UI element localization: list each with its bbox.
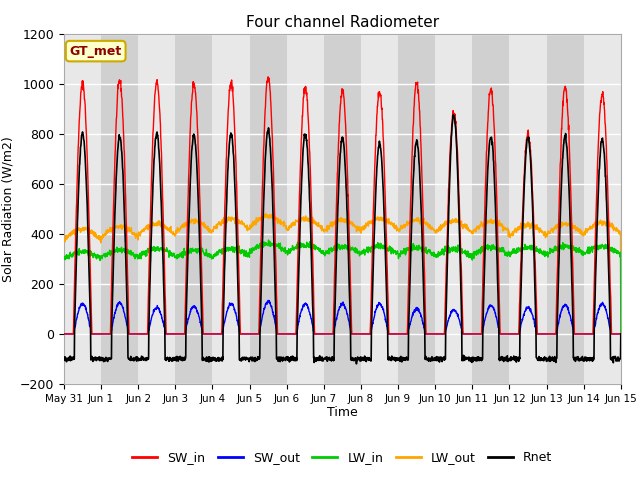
Bar xyxy=(287,34,324,384)
Bar xyxy=(212,34,250,384)
Bar xyxy=(435,34,472,384)
Bar xyxy=(398,34,435,384)
Bar xyxy=(324,34,361,384)
Text: GT_met: GT_met xyxy=(70,45,122,58)
Legend: SW_in, SW_out, LW_in, LW_out, Rnet: SW_in, SW_out, LW_in, LW_out, Rnet xyxy=(127,446,557,469)
Bar xyxy=(509,34,547,384)
Title: Four channel Radiometer: Four channel Radiometer xyxy=(246,15,439,30)
Bar xyxy=(472,34,509,384)
Bar xyxy=(584,34,621,384)
Bar xyxy=(64,34,101,384)
Bar xyxy=(101,34,138,384)
Y-axis label: Solar Radiation (W/m2): Solar Radiation (W/m2) xyxy=(1,136,14,282)
X-axis label: Time: Time xyxy=(327,407,358,420)
Bar xyxy=(250,34,287,384)
Bar xyxy=(175,34,212,384)
Bar xyxy=(547,34,584,384)
Bar xyxy=(361,34,398,384)
Bar xyxy=(138,34,175,384)
